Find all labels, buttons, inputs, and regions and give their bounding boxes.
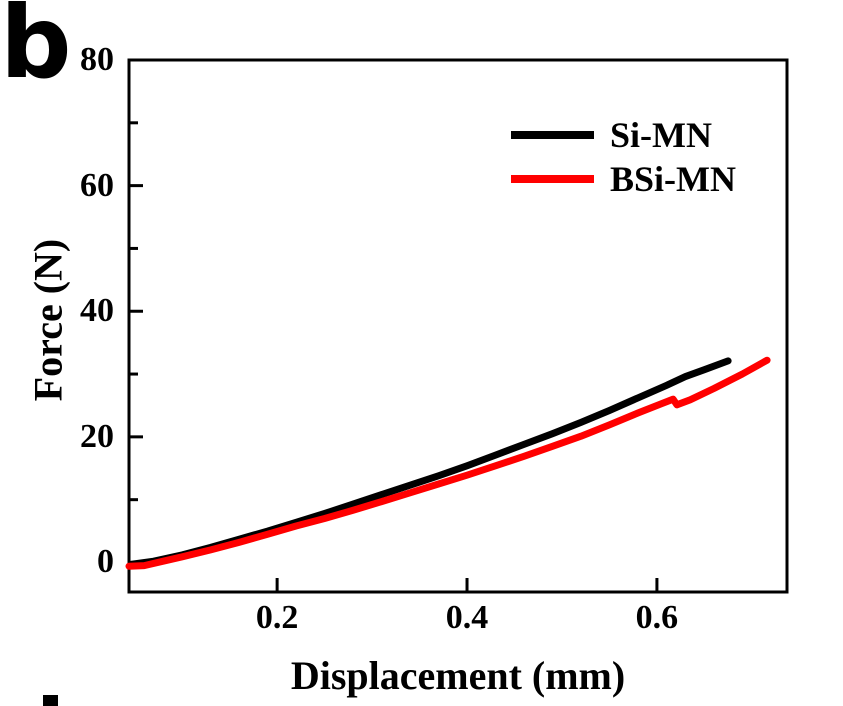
panel-letter: b <box>0 0 72 101</box>
y-tick-label: 80 <box>80 41 114 78</box>
y-tick-label: 0 <box>97 543 114 581</box>
y-tick-label: 40 <box>80 292 114 330</box>
next-panel-letter-fragment <box>43 695 58 706</box>
y-tick-label: 60 <box>80 166 114 204</box>
y-axis-label: Force (N) <box>25 238 71 402</box>
legend-label-bsi-mn: BSi-MN <box>610 159 736 199</box>
x-tick-label: 0.2 <box>255 599 299 636</box>
series-line-bsi-mn <box>125 356 771 570</box>
series-line-si-mn <box>127 357 732 568</box>
x-tick-label: 0.6 <box>635 599 679 636</box>
x-tick-label: 0.4 <box>445 599 489 636</box>
y-tick-label: 20 <box>80 417 114 455</box>
x-axis-label: Displacement (mm) <box>290 653 626 698</box>
plot-frame <box>127 58 789 594</box>
legend-label-si-mn: Si-MN <box>610 115 712 155</box>
